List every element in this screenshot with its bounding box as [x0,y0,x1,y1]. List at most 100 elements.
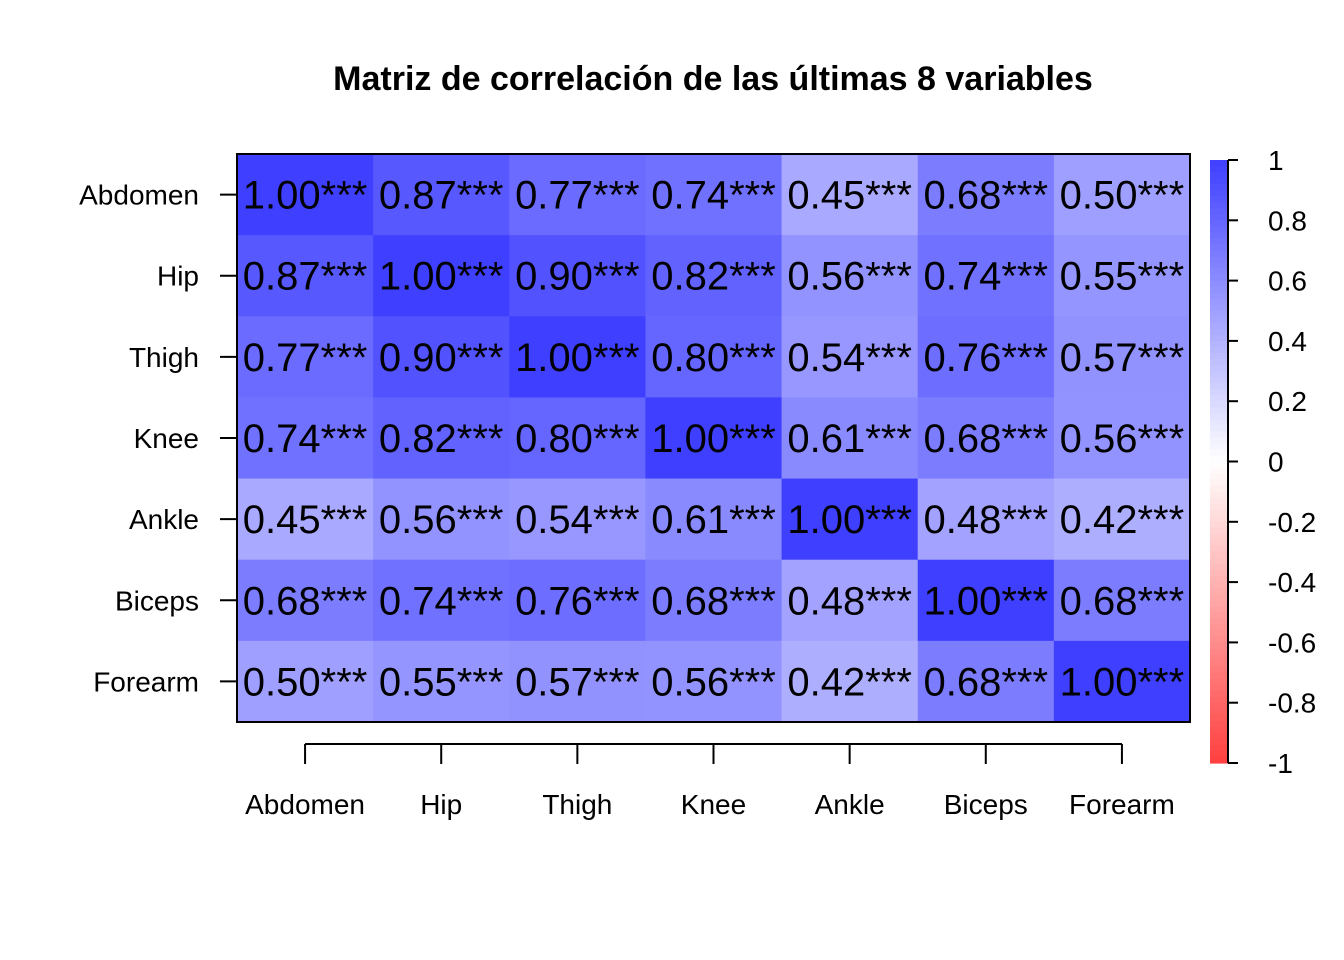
heatmap-cell [645,478,783,561]
heatmap-cell [645,154,783,236]
cell-value-label: 0.87*** [379,174,504,218]
cell-value-label: 0.45*** [243,498,368,542]
legend-gradient-step [1210,509,1228,517]
legend-gradient-step [1210,618,1228,625]
legend-gradient-step [1210,238,1228,246]
heatmap-cell [1053,397,1191,480]
heatmap-cell [237,559,374,642]
legend-tick-label: 1 [1268,145,1284,176]
heatmap-cell [237,397,374,480]
heatmap-cell [509,559,646,642]
legend-gradient-step [1210,491,1228,499]
legend-gradient-step [1210,178,1228,185]
cell-value-label: 0.74*** [379,579,504,623]
column-tick-label: Ankle [815,789,885,820]
heatmap-cell [509,154,646,236]
cell-value-label: 1.00*** [924,579,1049,623]
cell-value-label: 0.68*** [651,579,776,623]
heatmap-cell [373,640,510,723]
legend-gradient-step [1210,262,1228,270]
cell-value-label: 0.42*** [1060,498,1185,542]
heatmap-cell [917,397,1055,480]
heatmap-cell [645,559,783,642]
heatmap-cell-labels: 1.00*** 0.87*** 0.77*** 0.74*** 0.45*** 0.68*… [243,174,1184,705]
legend-gradient-step [1210,515,1228,523]
legend-gradient-step [1210,702,1228,710]
heatmap-cell [237,316,374,398]
legend-gradient-step [1210,413,1228,420]
legend-gradient-step [1210,756,1228,764]
column-tick-label: Biceps [944,789,1028,820]
legend-gradient-step [1210,172,1228,179]
heatmap-cell [781,559,919,642]
legend-gradient-step [1210,425,1228,432]
legend-gradient-step [1210,738,1228,746]
cell-value-label: 0.56*** [1060,417,1185,461]
legend-gradient-step [1210,443,1228,451]
legend-gradient-step [1210,570,1228,577]
legend-gradient-step [1210,455,1228,463]
cell-value-label: 0.77*** [515,174,640,218]
heatmap-cell [917,235,1055,317]
heatmap-cell [781,235,919,317]
cell-value-label: 0.68*** [1060,579,1185,623]
legend-gradient-step [1210,720,1228,728]
legend-tick-label: -0.8 [1268,688,1316,719]
legend-gradient-step [1210,184,1228,191]
legend-gradient-step [1210,166,1228,173]
cell-value-label: 0.56*** [379,498,504,542]
heatmap-cell [645,316,783,398]
legend-tick-label: -0.4 [1268,567,1316,598]
legend-gradient-step [1210,557,1228,565]
cell-value-label: 1.00*** [1060,660,1185,704]
cell-value-label: 0.48*** [924,498,1049,542]
row-tick-label: Hip [157,261,199,292]
heatmap-cell [237,640,374,723]
legend-gradient-step [1210,160,1228,167]
cell-value-label: 1.00*** [515,336,640,380]
legend-gradient-step [1210,606,1228,613]
legend-gradient-step [1210,672,1228,680]
legend-gradient-step [1210,648,1228,656]
cell-value-label: 0.82*** [651,255,776,299]
legend-gradient-step [1210,533,1228,541]
legend-gradient-step [1210,419,1228,426]
legend-gradient-step [1210,576,1228,583]
legend-gradient-step [1210,726,1228,734]
legend-tick-label: -0.2 [1268,507,1316,538]
cell-value-label: 0.56*** [651,660,776,704]
heatmap-cell [509,397,646,480]
cell-value-label: 0.61*** [787,417,912,461]
legend-gradient-step [1210,407,1228,414]
cell-value-label: 0.74*** [651,174,776,218]
cell-value-label: 0.55*** [1060,255,1185,299]
legend-gradient-step [1210,358,1228,366]
column-tick-label: Forearm [1069,789,1175,820]
heatmap-cell [237,478,374,561]
legend-gradient-step [1210,389,1228,396]
column-tick-label: Hip [420,789,462,820]
heatmap-cell [509,478,646,561]
cell-value-label: 1.00*** [787,498,912,542]
legend-gradient-step [1210,395,1228,402]
legend-tick-label: -0.6 [1268,627,1316,658]
cell-value-label: 0.68*** [924,417,1049,461]
legend-tick-label: 0.2 [1268,386,1307,417]
heatmap-cell [1053,559,1191,642]
heatmap-cell [781,478,919,561]
cell-value-label: 0.80*** [515,417,640,461]
heatmap-cell [917,640,1055,723]
heatmap-cell [373,559,510,642]
cell-value-label: 0.90*** [379,336,504,380]
cell-value-label: 0.48*** [787,579,912,623]
heatmap-cell [1053,316,1191,398]
cell-value-label: 0.54*** [787,336,912,380]
heatmap-cell [237,235,374,317]
cell-value-label: 0.76*** [515,579,640,623]
cell-value-label: 0.56*** [787,255,912,299]
legend-gradient-step [1210,190,1228,197]
legend-gradient-step [1210,485,1228,493]
heatmap-cell [917,478,1055,561]
legend-gradient-step [1210,244,1228,252]
